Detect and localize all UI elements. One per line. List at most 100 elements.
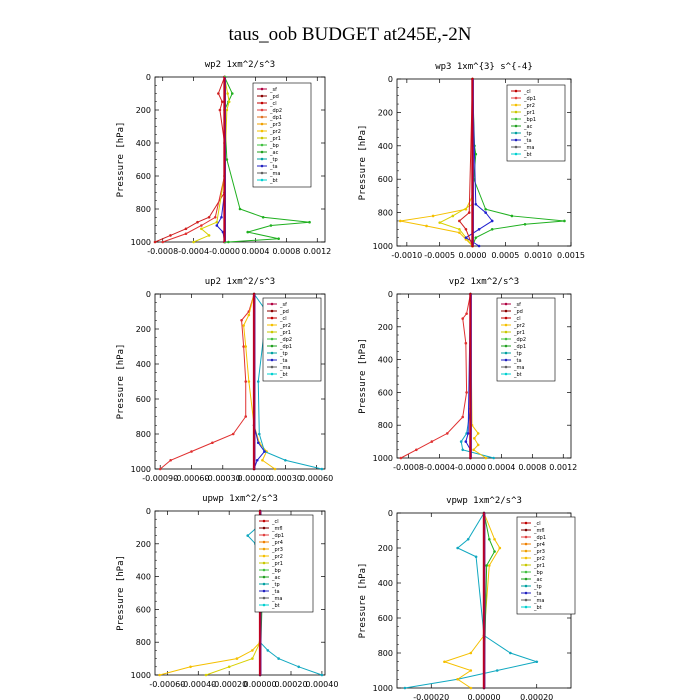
legend-marker [260, 171, 264, 175]
legend-entry: _pr2 [279, 323, 291, 329]
legend-entry: _cl [513, 316, 521, 322]
series-point [523, 222, 527, 226]
legend-entry: _bt [271, 603, 280, 609]
series-point [240, 318, 243, 322]
figure-title: taus_oob BUDGET at245E,-2N [229, 24, 472, 45]
series-point [277, 237, 280, 240]
legend-marker [270, 337, 274, 341]
legend-marker [260, 150, 264, 154]
series-point [269, 224, 273, 227]
series-point [207, 215, 211, 219]
legend-marker [262, 596, 266, 600]
y-tick-label: 400 [378, 579, 393, 588]
legend-marker [270, 302, 274, 306]
series-point [215, 220, 219, 224]
chart-panel-1: wp2 1xm^2/s^3 Pressure [hPa] 0 200 400 600 800… [116, 60, 331, 256]
legend-marker [262, 603, 266, 607]
legend-marker [270, 330, 274, 334]
y-tick-label: 400 [136, 573, 151, 582]
series-point [487, 537, 491, 541]
legend-entry: _ma [271, 596, 282, 602]
series-point [476, 432, 480, 435]
y-tick-label: 800 [136, 638, 151, 647]
x-tick-label: -0.0005 [424, 251, 455, 260]
series-point [158, 467, 162, 471]
legend-marker [514, 89, 518, 93]
y-axis-label: Pressure [hPa] [358, 563, 368, 639]
legend-marker [260, 87, 264, 91]
legend-marker [262, 561, 266, 565]
panel-title: wp2 1xm^2/s^3 [205, 60, 275, 70]
series-point [484, 207, 487, 211]
legend-marker [504, 316, 508, 320]
series-point [443, 660, 446, 664]
series-point [438, 221, 441, 224]
legend-marker [524, 570, 528, 574]
y-tick-label: 1000 [131, 671, 151, 680]
series-line-dp1 [458, 78, 474, 247]
legend-entry: _ac [533, 577, 543, 583]
x-tick-label: -0.00020 [211, 680, 247, 689]
panel-title: up2 1xm^2/s^3 [205, 277, 275, 287]
legend-entry: _dp1 [513, 344, 526, 350]
series-point [477, 244, 481, 248]
legend-entry: _pr2 [269, 129, 281, 135]
legend-box [252, 82, 312, 188]
y-tick-label: 200 [136, 540, 151, 549]
legend-marker [524, 556, 528, 560]
legend-entry: _tp [269, 157, 278, 163]
legend-marker [270, 309, 274, 313]
legend-entry: _dp1 [279, 344, 292, 350]
x-tick-label: -0.0004 [178, 247, 209, 256]
series-point [461, 448, 465, 452]
series-point [465, 391, 468, 394]
legend-entry: _dp1 [523, 96, 536, 102]
series-point [284, 458, 287, 462]
x-tick-label: -0.00020 [413, 693, 449, 700]
legend-marker [262, 533, 266, 537]
series-point [256, 441, 260, 445]
y-axis-label: Pressure [hPa] [116, 344, 126, 420]
series-point [490, 219, 494, 223]
legend-marker [514, 145, 518, 149]
legend-marker [504, 344, 508, 348]
series-point [230, 92, 234, 95]
y-tick-label: 600 [378, 388, 393, 397]
legend-marker [262, 589, 266, 593]
legend-marker [262, 526, 266, 530]
y-axis-label: Pressure [hPa] [116, 122, 126, 198]
legend-marker [514, 138, 518, 142]
series-point [257, 432, 261, 436]
legend-entry: _sf [279, 302, 287, 308]
series-point [493, 550, 496, 553]
legend-entry: _pr1 [533, 563, 545, 569]
y-tick-label: 0 [146, 290, 151, 299]
series-point [495, 669, 499, 672]
legend-entry: _ma [513, 365, 524, 371]
y-axis-label: Pressure [hPa] [358, 338, 368, 414]
legend-entry: _pr3 [269, 122, 281, 128]
y-tick-label: 0 [388, 75, 393, 84]
series-point [247, 380, 251, 383]
x-tick-label: 0.00000 [238, 474, 271, 483]
legend-entry: _ta [271, 589, 280, 595]
legend-marker [260, 108, 264, 112]
legend-marker [260, 122, 264, 126]
chart-panel-4: vp2 1xm^2/s^3 Pressure [hPa] 0 200 400 600 800… [358, 277, 577, 472]
series-point [204, 673, 208, 677]
series-point [445, 432, 449, 435]
legend-entry: _pr1 [269, 136, 281, 142]
legend-marker [504, 351, 508, 355]
y-tick-label: 400 [136, 139, 151, 148]
legend-entry: _pr1 [279, 330, 291, 336]
legend-marker [504, 302, 508, 306]
series-point [161, 240, 165, 244]
x-tick-label: -0.0010 [391, 251, 422, 260]
legend-entry: _dp1 [269, 115, 282, 121]
legend-marker [504, 365, 508, 369]
series-point [200, 224, 203, 227]
y-tick-label: 1000 [131, 465, 151, 474]
series-point [459, 440, 463, 443]
legend-entry: _pr1 [513, 330, 525, 336]
y-tick-label: 200 [378, 544, 393, 553]
